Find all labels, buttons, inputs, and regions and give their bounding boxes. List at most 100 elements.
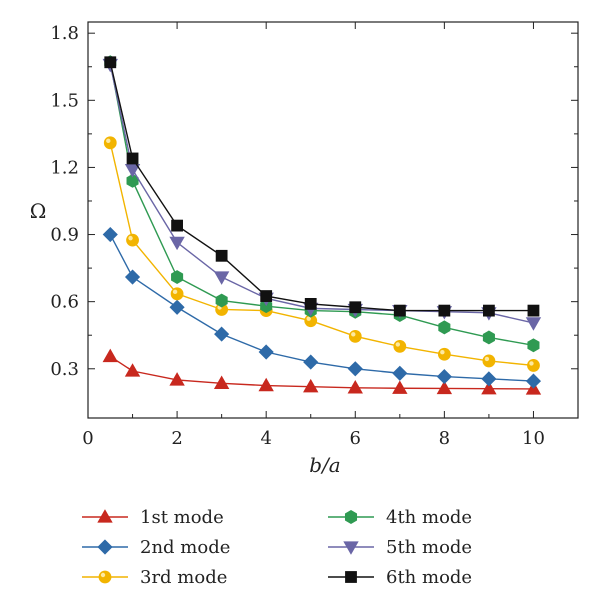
legend-item: 3rd mode	[82, 567, 227, 588]
data-point	[102, 226, 118, 243]
data-point	[214, 326, 230, 342]
y-tick-label: 0.6	[50, 292, 79, 313]
legend-item: 1st mode	[82, 507, 224, 528]
legend-marker	[97, 509, 113, 523]
legend-marker	[343, 541, 359, 555]
legend-label: 5th mode	[386, 537, 472, 558]
data-point	[303, 378, 319, 393]
marker-highlight	[106, 138, 111, 144]
data-point	[215, 249, 228, 262]
x-tick-label: 6	[350, 428, 361, 449]
legend-label: 6th mode	[386, 567, 472, 588]
series-5	[102, 58, 542, 331]
data-point	[213, 375, 230, 389]
data-point	[527, 338, 540, 353]
legend-label: 2nd mode	[140, 537, 230, 558]
plot-area: 0 2 4 6 8 10 0.3 0.6 0.9 1.2 1.5 1.8	[50, 21, 579, 449]
data-point	[171, 270, 184, 285]
data-point	[169, 372, 185, 386]
data-point	[102, 348, 118, 363]
data-point	[126, 152, 139, 165]
legend-marker	[345, 571, 357, 583]
data-point	[103, 136, 117, 150]
data-point	[213, 271, 230, 285]
legend-label: 3rd mode	[140, 567, 227, 588]
data-point	[483, 304, 495, 317]
legend-label: 1st mode	[140, 507, 224, 528]
data-point	[347, 379, 363, 394]
data-point	[392, 365, 408, 381]
marker-highlight	[484, 356, 490, 362]
marker-highlight	[100, 572, 106, 578]
legend-item: 6th mode	[328, 567, 472, 588]
x-tick-label: 10	[522, 428, 545, 449]
data-point	[392, 380, 408, 394]
series-1	[102, 348, 542, 395]
y-tick-label: 0.9	[50, 225, 79, 246]
data-point	[436, 380, 453, 395]
data-point	[171, 219, 183, 232]
data-point	[169, 299, 185, 315]
x-tick-label: 4	[260, 428, 271, 449]
data-point	[258, 377, 274, 392]
series-line	[109, 62, 534, 346]
data-point	[393, 340, 407, 353]
legend-marker	[97, 539, 113, 555]
marker-highlight	[128, 235, 133, 241]
series-2	[102, 226, 542, 389]
series-line	[109, 142, 534, 367]
marker-highlight	[172, 289, 178, 295]
data-point	[527, 304, 540, 317]
legend-label: 4th mode	[386, 507, 472, 528]
x-tick-label: 0	[82, 428, 93, 449]
y-tick-label: 1.5	[50, 90, 79, 111]
legend-marker	[98, 570, 112, 584]
data-point	[438, 304, 451, 317]
data-point	[525, 373, 542, 389]
data-point	[525, 317, 542, 331]
y-tick-label: 0.3	[50, 359, 79, 380]
marker-highlight	[395, 342, 401, 347]
plot-frame	[87, 21, 579, 419]
marker-highlight	[351, 332, 356, 337]
data-point	[481, 371, 497, 387]
data-point	[303, 354, 319, 370]
x-tick-label: 8	[439, 428, 450, 449]
legend-item: 2nd mode	[82, 537, 230, 558]
legend: 1st mode 2nd mode 3rd mode 4th mode 5th mode…	[82, 507, 472, 588]
series-line	[109, 64, 534, 324]
data-point	[104, 56, 117, 69]
y-tick-label: 1.2	[50, 157, 79, 178]
data-point	[436, 369, 452, 385]
marker-highlight	[529, 361, 534, 366]
marker-highlight	[440, 350, 445, 355]
data-point	[260, 290, 273, 302]
data-point	[349, 301, 362, 314]
marker-highlight	[306, 316, 311, 321]
data-point	[393, 304, 406, 317]
data-point	[482, 354, 496, 368]
legend-item: 5th mode	[328, 537, 472, 558]
data-point	[170, 287, 184, 301]
legend-item: 4th mode	[328, 507, 472, 528]
data-point	[482, 330, 495, 345]
data-point	[169, 236, 185, 251]
data-point	[260, 299, 273, 314]
series-3	[103, 136, 540, 372]
series-6	[104, 56, 540, 317]
y-axis-title: Ω	[30, 199, 47, 223]
x-tick-label: 2	[171, 428, 182, 449]
data-point	[215, 293, 228, 308]
data-point	[258, 344, 274, 360]
data-point	[124, 363, 141, 377]
y-tick-label: 1.8	[50, 23, 79, 44]
data-point	[124, 164, 141, 178]
x-axis-title: b/a	[309, 453, 340, 477]
data-point	[438, 320, 451, 335]
data-point	[437, 347, 451, 361]
data-point	[347, 361, 363, 377]
data-point	[126, 233, 139, 247]
data-point	[304, 297, 317, 310]
legend-marker	[344, 510, 358, 524]
